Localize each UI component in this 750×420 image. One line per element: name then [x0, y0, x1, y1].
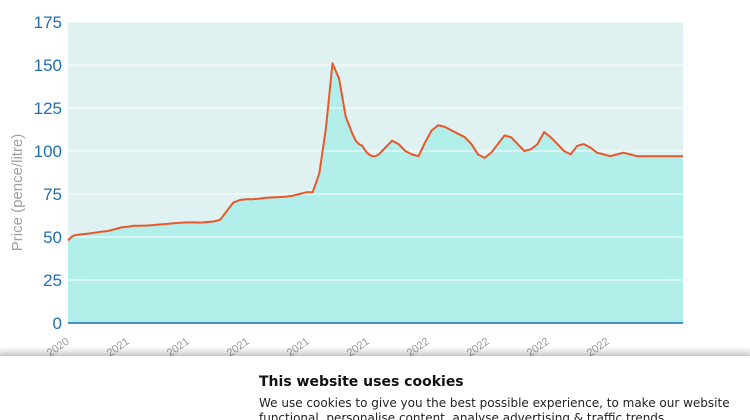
y-tick-label: 125: [34, 99, 62, 118]
cookie-banner: This website uses cookies We use cookies…: [0, 356, 750, 420]
y-axis-label: Price (pence/litre): [9, 134, 26, 252]
y-tick-label: 0: [53, 314, 62, 333]
y-tick-label: 175: [34, 13, 62, 32]
price-area: [68, 63, 683, 324]
cookie-banner-text: We use cookies to give you the best poss…: [259, 396, 730, 420]
y-tick-label: 75: [43, 185, 62, 204]
y-tick-label: 100: [34, 142, 62, 161]
y-tick-label: 50: [43, 228, 62, 247]
cookie-banner-title: This website uses cookies: [259, 374, 464, 390]
y-tick-label: 150: [34, 56, 62, 75]
y-tick-label: 25: [43, 271, 62, 290]
price-line: [67, 62, 683, 242]
